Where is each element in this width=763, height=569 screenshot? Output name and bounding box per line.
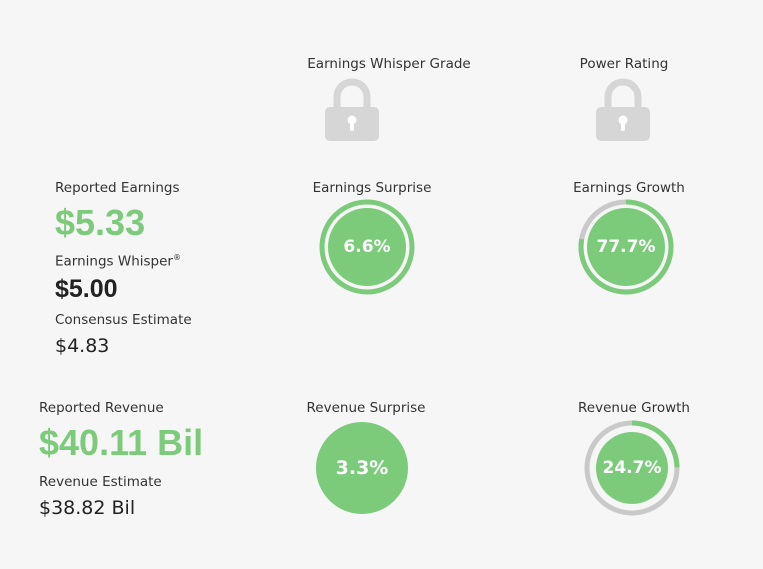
lock-icon[interactable] <box>324 76 380 142</box>
earnings-growth-value: 77.7% <box>596 237 656 257</box>
earnings-growth-progress-arc <box>578 199 674 295</box>
revenue-growth-label: Revenue Growth <box>578 400 690 416</box>
revenue-estimate-value: $38.82 Bil <box>39 497 136 519</box>
revenue-growth-gauge: 24.7% <box>584 420 680 516</box>
earnings-growth-label: Earnings Growth <box>573 180 685 196</box>
power-rating-label: Power Rating <box>579 56 669 72</box>
revenue-estimate-label: Revenue Estimate <box>39 474 162 490</box>
earnings-surprise-value: 6.6% <box>343 237 391 257</box>
earnings-surprise-gauge: 6.6% <box>319 199 415 295</box>
revenue-growth-progress-arc <box>584 420 680 516</box>
consensus-estimate-value: $4.83 <box>55 335 110 357</box>
revenue-growth-value: 24.7% <box>602 458 662 478</box>
revenue-surprise-value: 3.3% <box>335 457 389 479</box>
lock-icon[interactable] <box>595 76 651 142</box>
registered-mark: ® <box>173 253 181 262</box>
earnings-whisper-value: $5.00 <box>55 275 118 303</box>
consensus-estimate-label: Consensus Estimate <box>55 312 192 328</box>
revenue-surprise-label: Revenue Surprise <box>306 400 426 416</box>
earnings-whisper-label: Earnings Whisper® <box>55 253 181 270</box>
reported-earnings-label: Reported Earnings <box>55 180 180 196</box>
earnings-growth-gauge: 77.7% <box>578 199 674 295</box>
earnings-whisper-grade-label: Earnings Whisper Grade <box>307 56 471 72</box>
reported-revenue-value: $40.11 Bil <box>39 422 204 463</box>
revenue-surprise-gauge: 3.3% <box>314 420 410 516</box>
reported-earnings-value: $5.33 <box>55 202 146 243</box>
earnings-surprise-label: Earnings Surprise <box>312 180 432 196</box>
reported-revenue-label: Reported Revenue <box>39 400 164 416</box>
